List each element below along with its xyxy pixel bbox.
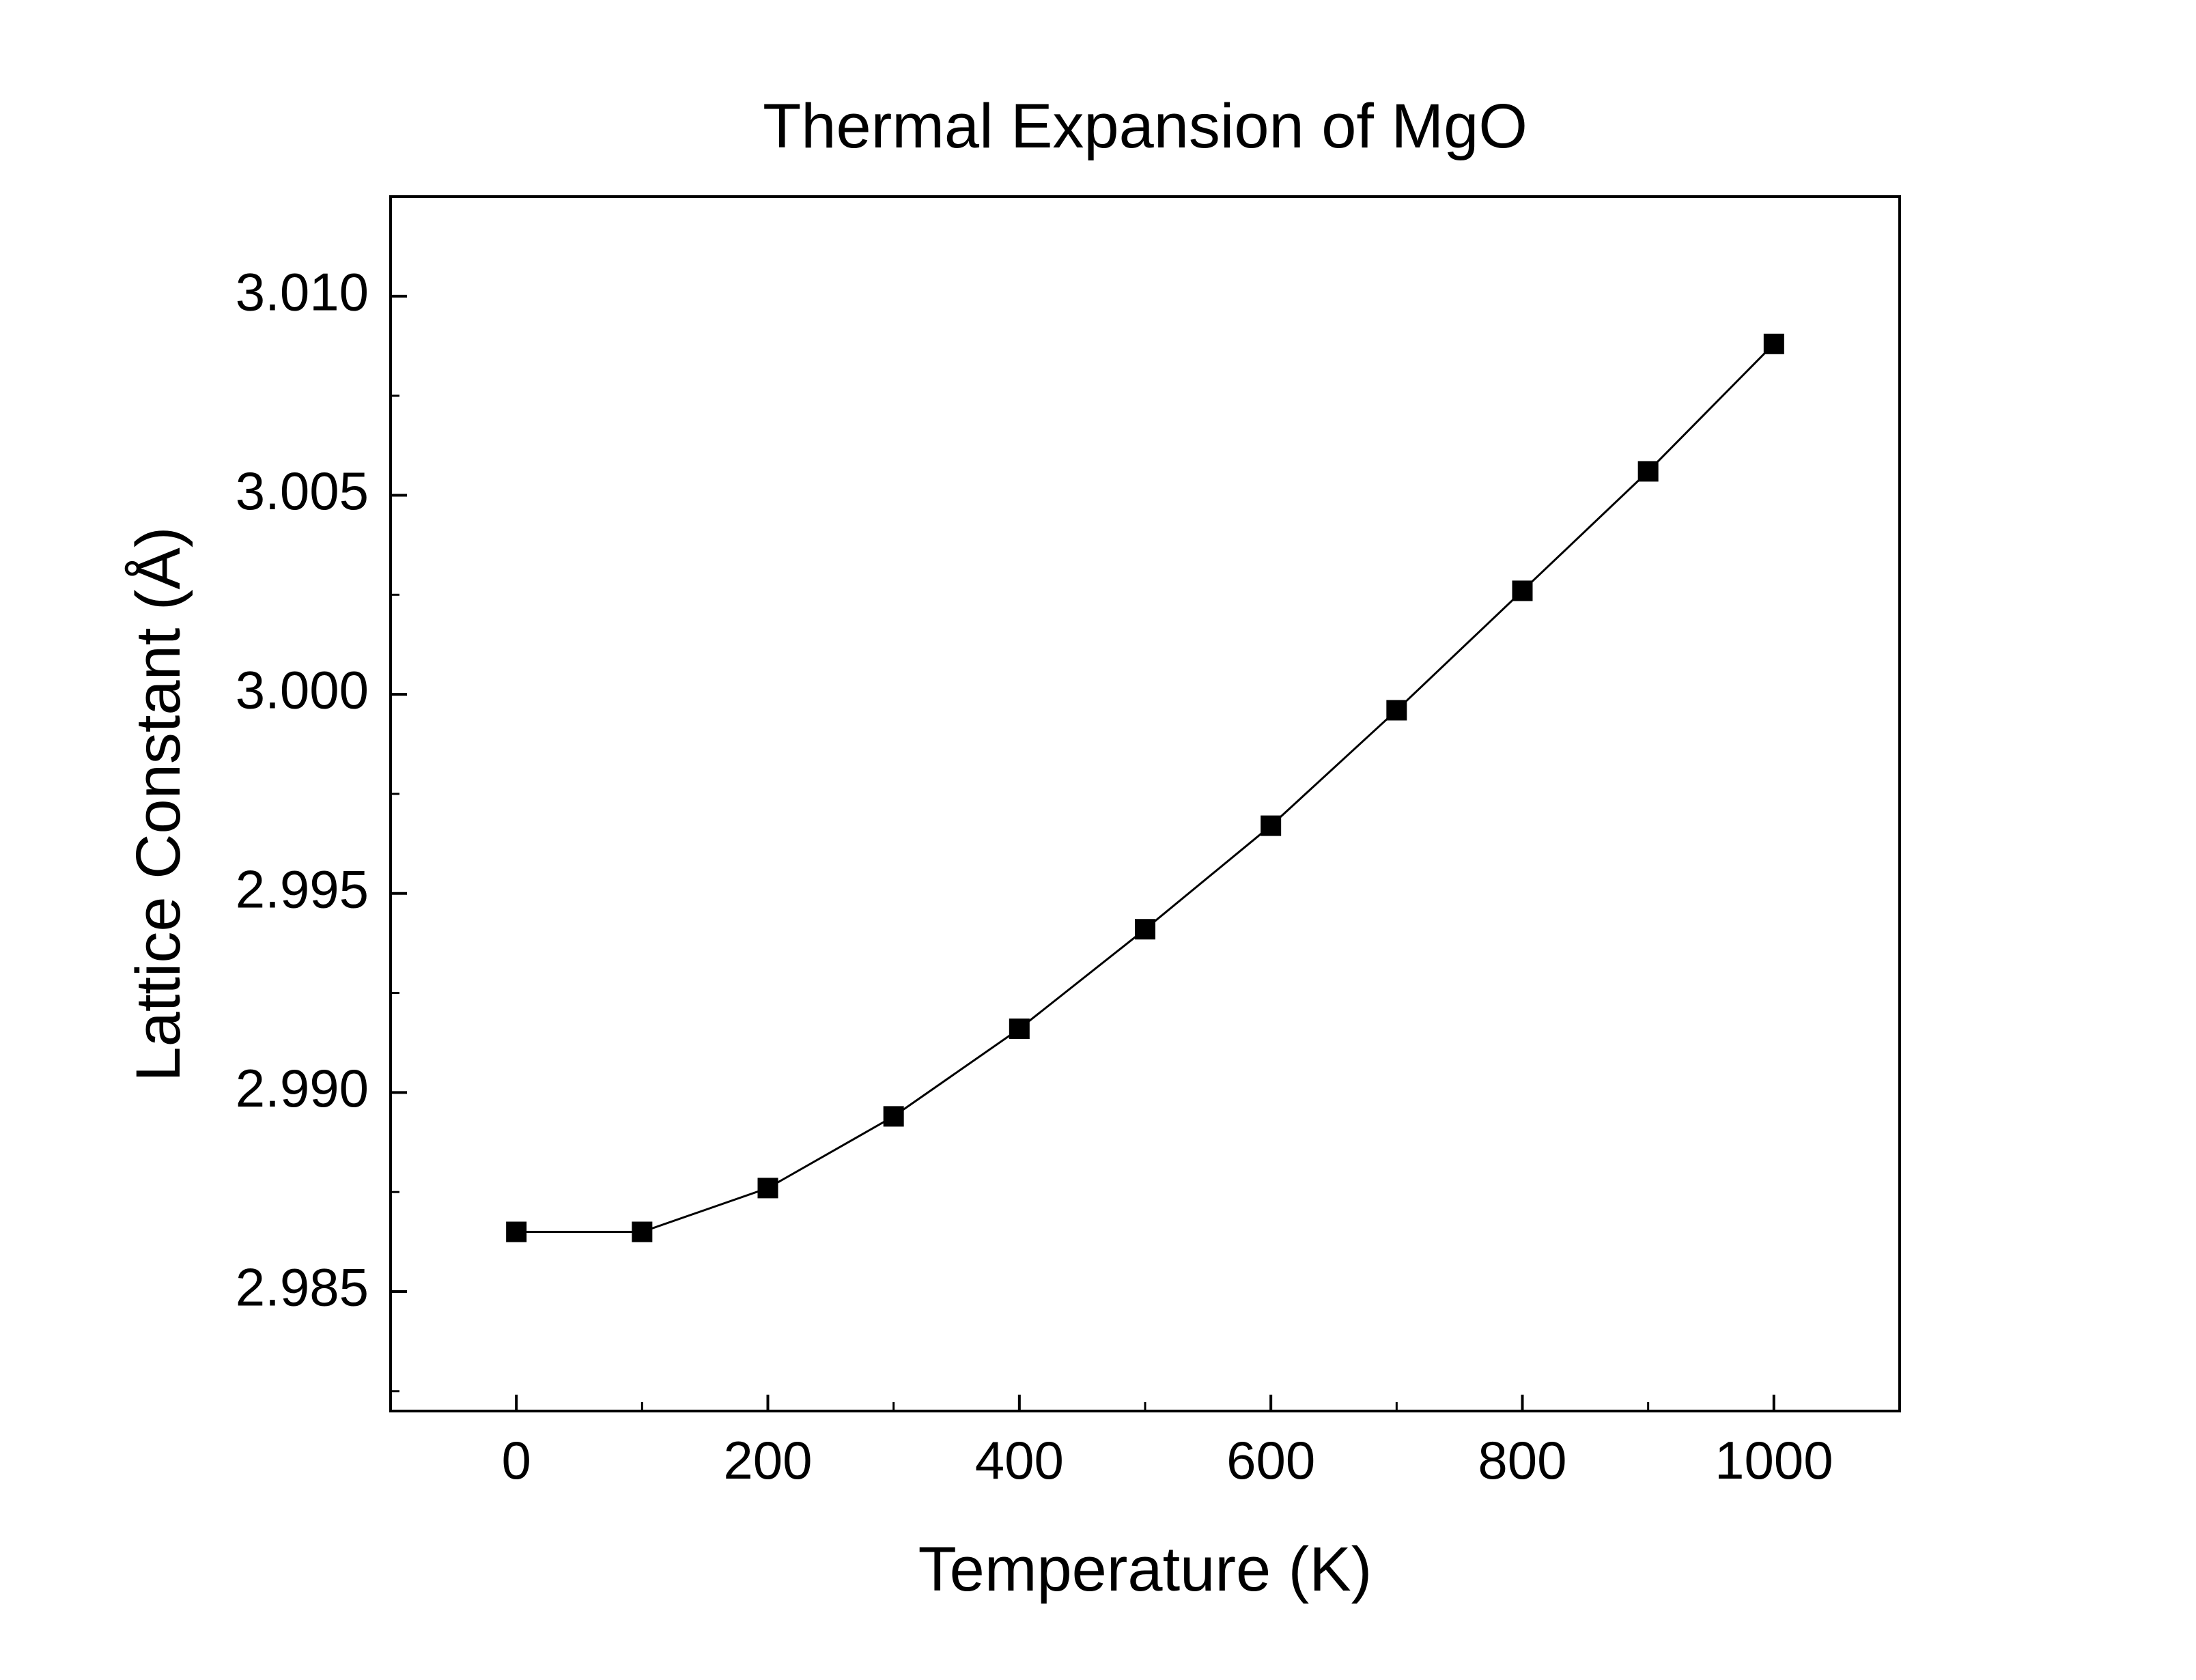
data-point-marker xyxy=(1009,1019,1030,1040)
x-tick-label: 0 xyxy=(501,1430,531,1490)
data-point-marker xyxy=(1386,700,1407,721)
chart-title: Thermal Expansion of MgO xyxy=(763,91,1528,161)
data-point-marker xyxy=(632,1221,653,1242)
y-tick-label: 2.995 xyxy=(236,859,369,919)
data-point-marker xyxy=(1135,919,1155,940)
y-axis-label: Lattice Constant (Å) xyxy=(124,526,193,1081)
data-line xyxy=(516,343,1775,1234)
data-point-marker xyxy=(757,1178,778,1199)
data-point-marker xyxy=(1261,815,1282,836)
x-tick-label: 800 xyxy=(1478,1430,1566,1490)
x-tick-label: 1000 xyxy=(1715,1430,1833,1490)
plot-frame xyxy=(389,195,1901,1412)
data-point-marker xyxy=(506,1221,527,1242)
x-axis-label: Temperature (K) xyxy=(918,1535,1372,1604)
data-point-marker xyxy=(883,1106,904,1127)
x-tick-label: 200 xyxy=(723,1430,812,1490)
data-point-marker xyxy=(1637,461,1659,482)
data-point-marker xyxy=(1763,333,1784,354)
x-tick-label: 600 xyxy=(1226,1430,1315,1490)
y-tick-label: 2.985 xyxy=(236,1257,369,1318)
x-tick-label: 400 xyxy=(975,1430,1064,1490)
data-point-marker xyxy=(1512,580,1533,601)
y-tick-label: 3.010 xyxy=(236,261,369,322)
y-tick-label: 3.005 xyxy=(236,461,369,521)
plot-area: 0 200 400 600 800 1000 2.985 2.990 2.995 3.000 3.0… xyxy=(236,195,1901,1490)
y-tick-label: 3.000 xyxy=(236,660,369,720)
y-tick-label: 2.990 xyxy=(236,1058,369,1118)
